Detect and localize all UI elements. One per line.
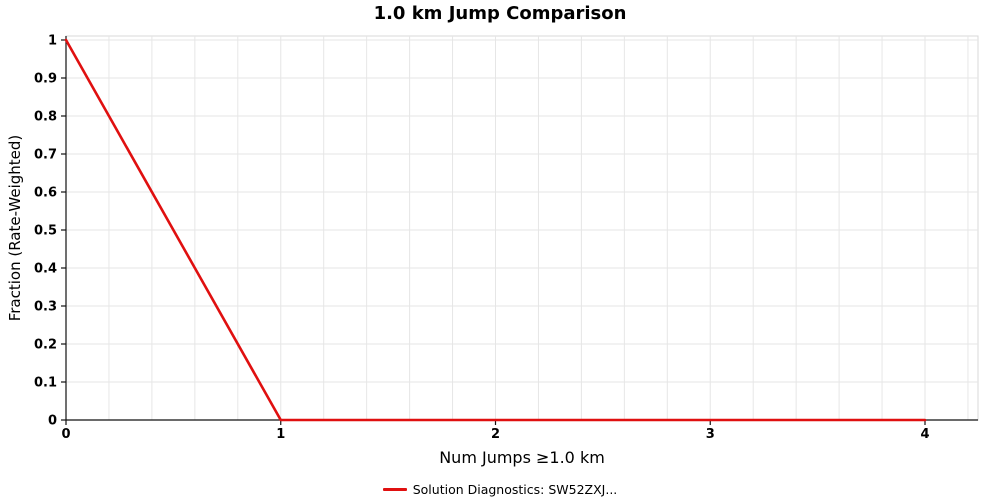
legend: Solution Diagnostics: SW52ZXJ... <box>0 482 1000 497</box>
x-tick-label: 1 <box>276 427 285 442</box>
y-tick-label: 0.4 <box>34 262 57 277</box>
y-tick-label: 0 <box>48 414 57 429</box>
legend-label: Solution Diagnostics: SW52ZXJ... <box>412 482 618 497</box>
y-tick-label: 0.9 <box>34 72 57 87</box>
x-tick-label: 2 <box>491 427 500 442</box>
y-tick-label: 0.2 <box>34 338 57 353</box>
x-tick-label: 0 <box>61 427 70 442</box>
y-tick-label: 0.8 <box>34 110 57 125</box>
y-axis-label: Fraction (Rate-Weighted) <box>6 135 24 322</box>
y-tick-label: 0.1 <box>34 376 57 391</box>
x-tick-label: 3 <box>706 427 715 442</box>
series-line <box>64 38 927 422</box>
x-axis-label: Num Jumps ≥1.0 km <box>439 448 605 467</box>
y-tick-label: 0.5 <box>34 224 57 239</box>
y-tick-label: 0.6 <box>34 186 57 201</box>
y-tick-label: 0.3 <box>34 300 57 315</box>
chart-title: 1.0 km Jump Comparison <box>374 3 627 24</box>
x-tick-label: 4 <box>920 427 929 442</box>
y-tick-label: 0.7 <box>34 148 57 163</box>
legend-swatch <box>382 488 407 491</box>
y-tick-label: 1 <box>48 34 57 49</box>
plot-border <box>65 35 979 421</box>
